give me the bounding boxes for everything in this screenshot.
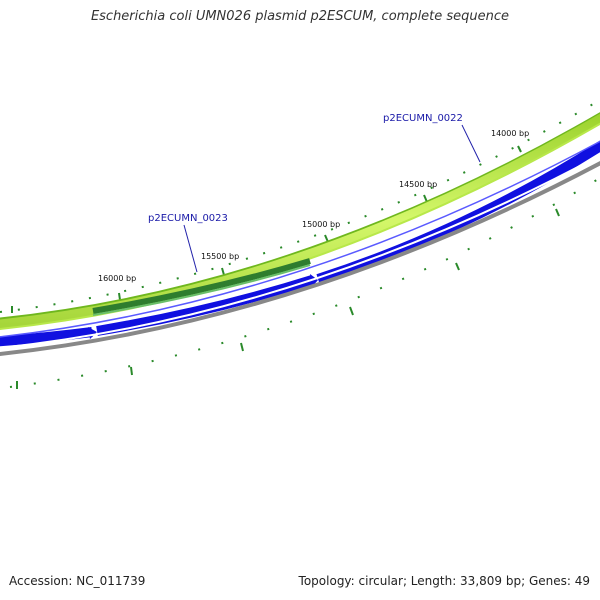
inner-tick — [555, 208, 560, 217]
ruler-label-14000: 14000 bp — [491, 129, 529, 138]
gene-label-line-0023 — [183, 224, 198, 273]
blue-gene-highlight — [0, 140, 600, 338]
major-tick — [221, 267, 225, 276]
inner-tick — [349, 306, 354, 316]
gene-arrow-middle — [310, 274, 318, 287]
inner-tick — [240, 342, 244, 352]
gene-label-p2ECUMN-0023[interactable]: p2ECUMN_0023 — [148, 213, 228, 224]
outer-ring-band — [0, 113, 600, 329]
major-tick — [118, 292, 121, 301]
gene-label-line-0022 — [461, 124, 481, 163]
ruler-label-15000: 15000 bp — [302, 220, 340, 229]
ruler-label-15500: 15500 bp — [201, 252, 239, 261]
inner-tick — [130, 366, 133, 376]
inner-tick — [455, 262, 460, 271]
blue-gene-band-left — [0, 327, 93, 347]
gene-segment-highlight-light — [92, 264, 311, 316]
ruler-label-14500: 14500 bp — [399, 180, 437, 189]
white-gap — [0, 154, 600, 349]
major-tick — [517, 145, 522, 153]
page-title: Escherichia coli UMN026 plasmid p2ESCUM,… — [90, 9, 510, 24]
inner-major-ticks — [16, 208, 560, 389]
summary-text: Topology: circular; Length: 33,809 bp; G… — [298, 574, 590, 588]
gene-segment-highlight — [92, 258, 311, 314]
backbone-ring — [0, 161, 600, 356]
ruler-label-16000: 16000 bp — [98, 274, 136, 283]
accession-text: Accession: NC_011739 — [9, 574, 146, 588]
gene-label-p2ECUMN-0022[interactable]: p2ECUMN_0022 — [383, 113, 463, 124]
